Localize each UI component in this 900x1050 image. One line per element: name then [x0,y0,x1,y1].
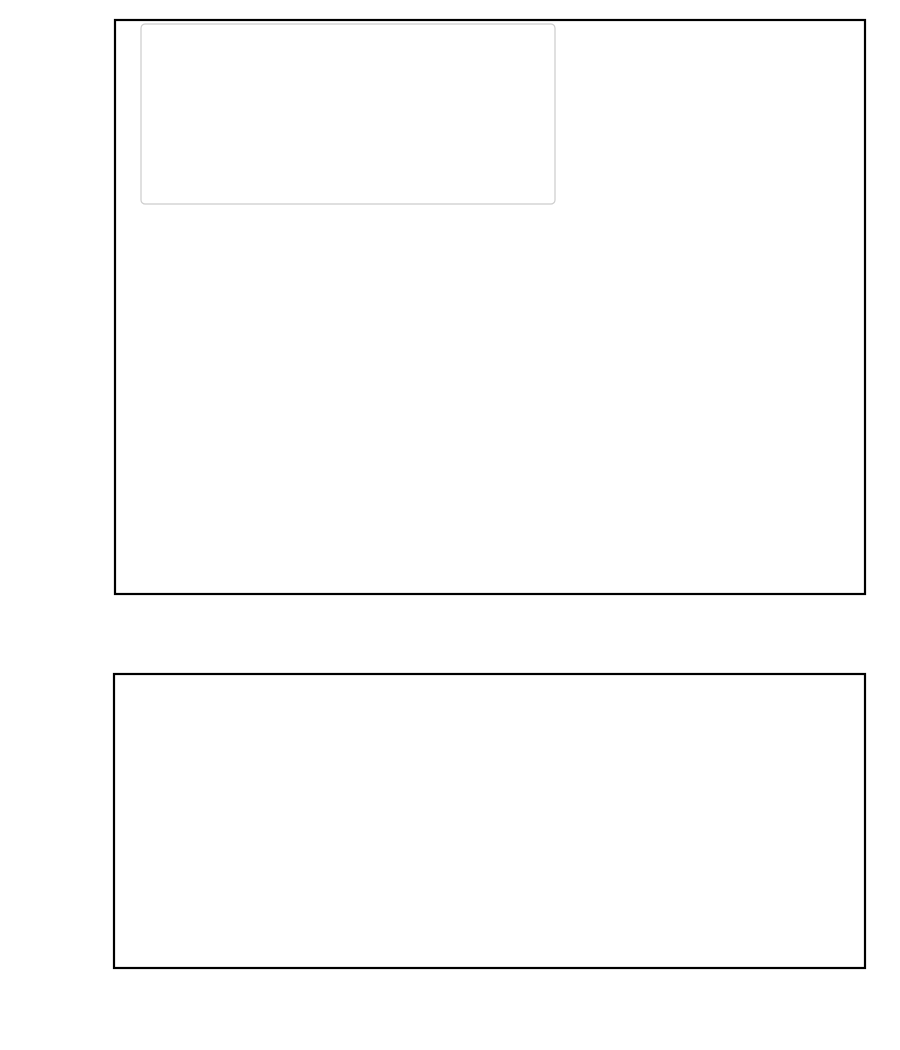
legend-background [140,23,556,205]
plot-frame-top [113,18,867,596]
axes-fit-residuals [112,672,867,970]
axes-magnitude-calibration [113,18,867,596]
plot-frame-bottom [112,672,867,970]
legend-top [140,23,556,205]
